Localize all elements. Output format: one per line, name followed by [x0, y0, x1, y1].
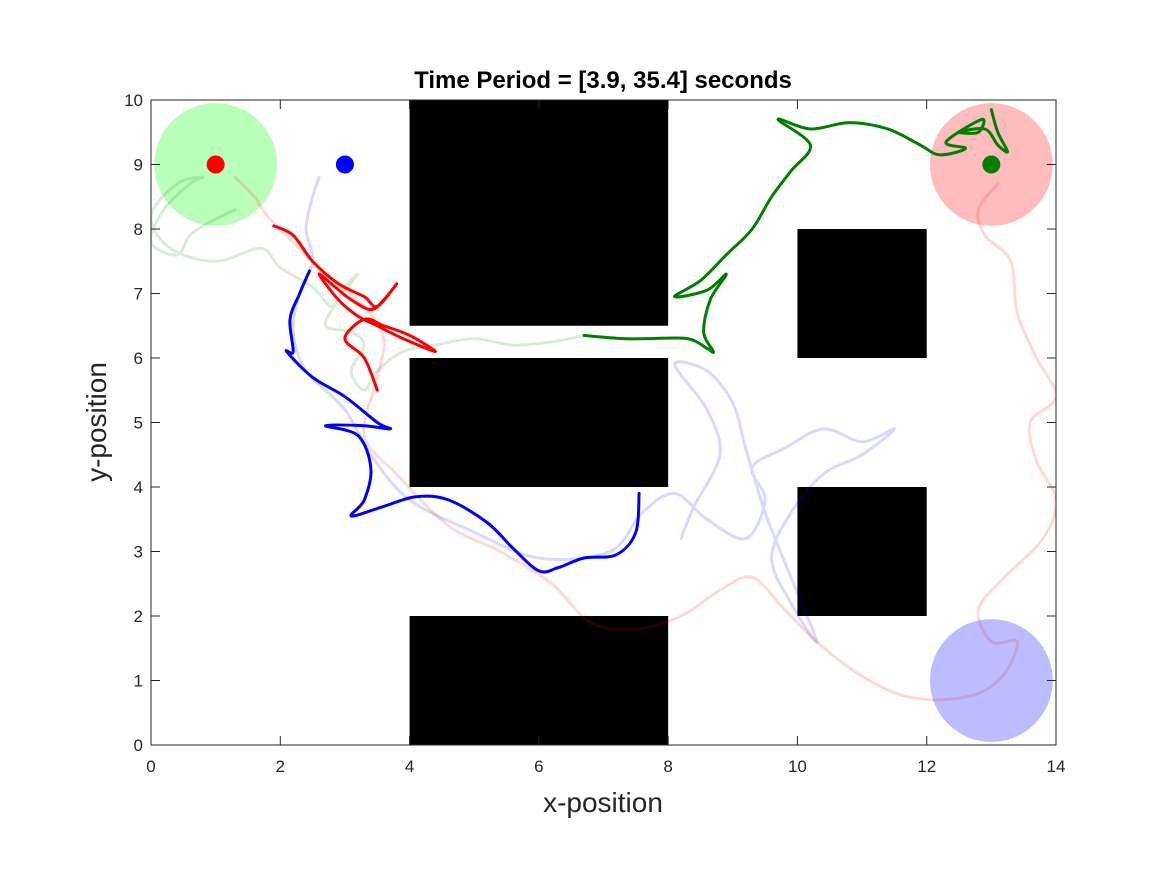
- trajectories: [272, 108, 1009, 574]
- y-axis-ticks: 0 1 2 3 4 5 6 7 8 9 10: [124, 91, 1056, 755]
- y-axis-label: y-position: [81, 362, 112, 482]
- faded-trails: [151, 175, 1056, 702]
- y-tick-label-2: 2: [134, 607, 143, 626]
- x-axis-label: x-position: [543, 787, 663, 818]
- trail-1: [291, 175, 896, 644]
- chart-title: Time Period = [3.9, 35.4] seconds: [414, 67, 792, 94]
- x-tick-label-5: 10: [788, 757, 807, 776]
- agent-marker-0: [206, 155, 225, 174]
- agent-marker-2: [982, 155, 1001, 174]
- obstacles: [409, 100, 927, 745]
- x-tick-label-3: 6: [534, 757, 543, 776]
- obstacle-2: [409, 616, 669, 745]
- agent-marker-1: [335, 155, 354, 174]
- x-tick-label-6: 12: [917, 757, 936, 776]
- obstacle-1: [409, 358, 669, 487]
- trail-0: [233, 175, 1056, 702]
- x-tick-label-7: 14: [1047, 757, 1066, 776]
- y-tick-label-10: 10: [124, 91, 143, 110]
- x-tick-label-0: 0: [146, 757, 155, 776]
- y-tick-label-3: 3: [134, 543, 143, 562]
- x-tick-label-4: 8: [663, 757, 672, 776]
- y-tick-label-8: 8: [134, 220, 143, 239]
- agents: [206, 155, 1001, 174]
- y-tick-label-1: 1: [134, 672, 143, 691]
- y-tick-label-6: 6: [134, 349, 143, 368]
- trajectory-0: [272, 224, 437, 392]
- y-tick-label-5: 5: [134, 414, 143, 433]
- trajectory-2: [582, 108, 1009, 354]
- obstacle-4: [797, 487, 927, 616]
- x-tick-label-2: 4: [405, 757, 414, 776]
- y-tick-label-7: 7: [134, 285, 143, 304]
- y-tick-label-9: 9: [134, 156, 143, 175]
- plot-area: [151, 100, 1056, 745]
- trail-2: [151, 175, 586, 392]
- y-tick-label-0: 0: [134, 736, 143, 755]
- obstacle-3: [797, 229, 927, 358]
- x-axis-ticks: 0 2 4 6 8 10 12 14: [146, 100, 1065, 776]
- goal-region-2: [929, 619, 1053, 742]
- y-tick-label-4: 4: [134, 478, 143, 497]
- obstacle-0: [409, 100, 669, 326]
- trajectory-1: [284, 269, 641, 574]
- x-tick-label-1: 2: [276, 757, 285, 776]
